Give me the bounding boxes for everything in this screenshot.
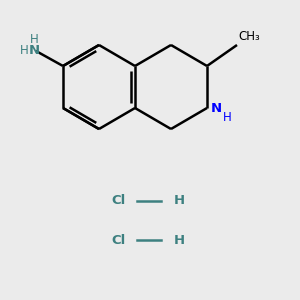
Text: H: H <box>174 233 185 247</box>
Text: Cl: Cl <box>112 233 126 247</box>
Text: H: H <box>30 33 39 46</box>
Text: H: H <box>223 111 231 124</box>
Text: H: H <box>174 194 185 208</box>
Text: CH₃: CH₃ <box>238 31 260 44</box>
Text: N: N <box>29 44 40 58</box>
Text: H: H <box>20 44 28 58</box>
Text: N: N <box>211 101 222 115</box>
Text: Cl: Cl <box>112 194 126 208</box>
